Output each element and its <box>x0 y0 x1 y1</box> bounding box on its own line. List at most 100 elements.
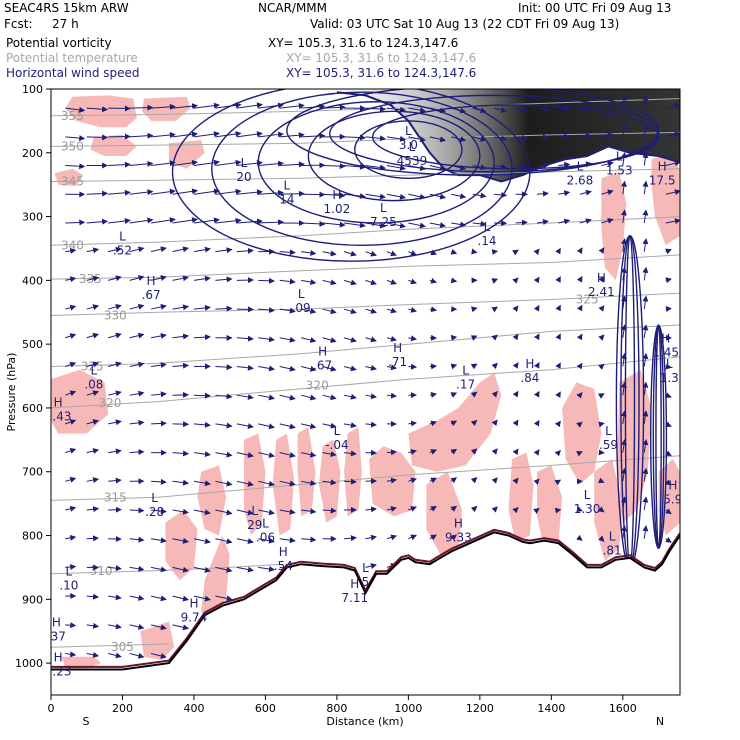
wind-arrow <box>642 180 649 195</box>
wind-arrow <box>386 193 406 200</box>
wind-arrow <box>491 334 498 341</box>
wind-arrow <box>365 135 386 142</box>
wind-arrow <box>129 189 154 196</box>
field-name-wind: Horizontal wind speed <box>6 66 140 80</box>
wind-arrow <box>597 506 605 513</box>
wind-arrow <box>665 131 680 138</box>
wind-arrow <box>65 106 86 113</box>
hl-type: H <box>332 188 341 202</box>
wind-arrow <box>558 218 571 225</box>
wind-arrow <box>601 160 614 167</box>
wind-arrow <box>579 218 592 225</box>
wind-arrow <box>108 361 122 368</box>
wind-arrow <box>665 508 672 515</box>
wind-arrow <box>665 537 672 543</box>
wind-arrow <box>450 420 458 427</box>
wind-arrow <box>408 107 426 114</box>
hl-type: L <box>241 156 248 170</box>
wind-arrow <box>236 131 263 138</box>
wind-arrow <box>344 535 357 542</box>
wind-arrow <box>215 364 233 371</box>
wind-arrow <box>386 392 397 399</box>
wind-arrow <box>215 276 233 283</box>
wind-arrow <box>279 480 296 487</box>
wind-arrow <box>236 538 254 545</box>
wind-arrow <box>408 420 418 427</box>
wind-arrow <box>512 477 519 485</box>
y-tick-label: 500 <box>22 338 43 351</box>
x-tick-label: 200 <box>112 702 133 715</box>
wind-arrow <box>343 222 366 229</box>
hl-type: L <box>605 424 612 438</box>
wind-arrow <box>555 304 561 312</box>
wind-arrow <box>642 381 649 396</box>
wind-arrow <box>408 335 417 342</box>
wind-arrow <box>429 222 447 228</box>
wind-arrow <box>512 277 519 284</box>
wind-arrow <box>86 134 109 141</box>
wind-arrow <box>236 189 263 196</box>
wind-arrow <box>665 277 672 284</box>
wind-arrow <box>172 103 199 110</box>
wind-arrow <box>258 307 276 314</box>
wind-arrow <box>386 250 397 257</box>
endpoint-right-label: N <box>656 715 664 728</box>
wind-arrow <box>301 249 317 256</box>
wind-arrow <box>129 132 154 139</box>
hl-type: H <box>658 159 667 173</box>
wind-arrow <box>494 107 508 113</box>
field-xy-theta: XY= 105.3, 31.6 to 124.3,147.6 <box>286 51 477 65</box>
x-tick-label: 0 <box>48 702 55 715</box>
pv-region <box>601 171 627 281</box>
wind-arrow <box>576 304 583 312</box>
wind-arrow <box>279 249 296 256</box>
wind-arrow <box>193 595 211 602</box>
wind-arrow <box>642 439 649 453</box>
wind-arrow <box>598 363 605 370</box>
wind-arrow <box>236 393 254 400</box>
wind-arrow <box>343 393 357 400</box>
hl-value: .06 <box>256 531 275 545</box>
wind-arrow <box>193 131 220 138</box>
wind-arrow <box>386 506 397 512</box>
wind-arrow <box>558 190 571 197</box>
y-tick-label: 1000 <box>15 657 43 670</box>
wind-arrow <box>537 134 549 141</box>
wind-arrow <box>322 192 346 199</box>
hl-type: L <box>284 178 291 192</box>
wind-arrow <box>515 106 528 113</box>
field-name-pv: Potential vorticity <box>6 36 112 50</box>
wind-arrow <box>365 393 377 400</box>
wind-arrow <box>533 449 540 456</box>
wind-arrow <box>86 332 100 339</box>
wind-arrow <box>172 595 190 602</box>
wind-arrow <box>65 448 77 454</box>
theta-line <box>51 131 680 147</box>
wind-arrow <box>150 304 167 310</box>
hl-type: H <box>525 357 534 371</box>
wind-arrow <box>279 190 305 197</box>
hl-value: .09 <box>292 301 311 315</box>
hl-type: L <box>119 229 126 243</box>
wind-arrow <box>343 279 357 286</box>
wind-arrow <box>279 394 296 401</box>
wind-arrow <box>86 247 100 254</box>
hl-type: L <box>151 491 158 505</box>
y-tick-label: 300 <box>22 211 43 224</box>
wind-arrow <box>512 333 519 341</box>
wind-arrow <box>193 509 211 516</box>
wind-arrow <box>193 246 211 253</box>
wind-arrow <box>365 563 377 569</box>
wind-arrow <box>470 391 478 398</box>
wind-arrow <box>665 248 672 255</box>
wind-arrow <box>620 439 627 453</box>
pv-region <box>168 140 205 169</box>
wind-arrow <box>193 102 220 109</box>
wind-arrow <box>365 250 377 257</box>
wind-arrow <box>129 652 145 659</box>
theta-label: 320 <box>99 396 122 410</box>
wind-arrow <box>108 419 122 426</box>
wind-arrow <box>65 419 77 425</box>
hl-type: L <box>380 201 387 215</box>
